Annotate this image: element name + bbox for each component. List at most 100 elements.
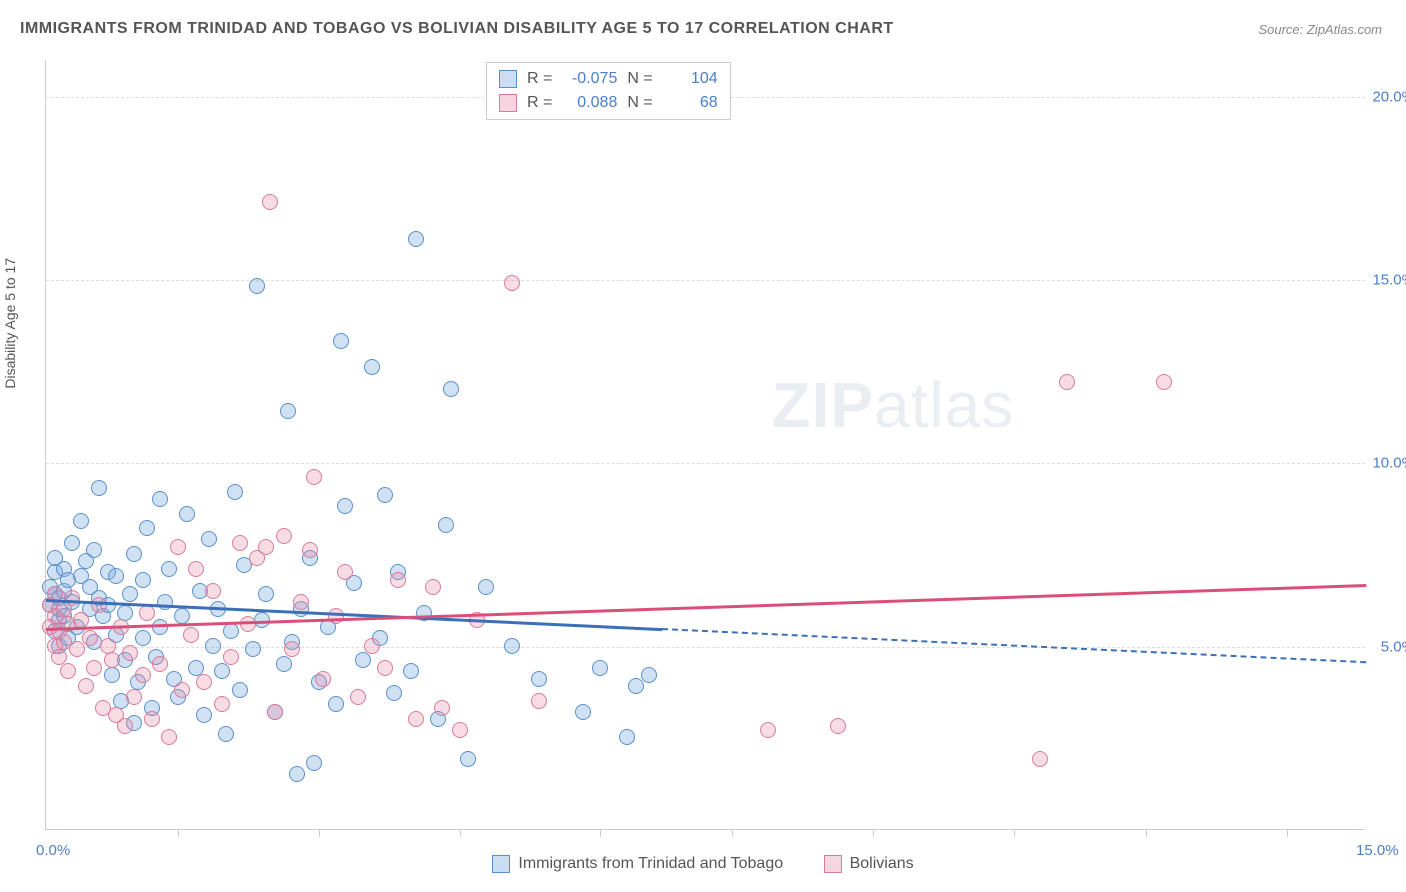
swatch-series-1	[824, 855, 842, 873]
scatter-point	[122, 586, 138, 602]
scatter-point	[425, 579, 441, 595]
legend-stats-row: R = 0.088 N = 68	[499, 91, 718, 115]
watermark-thin: atlas	[874, 369, 1014, 441]
scatter-point	[227, 484, 243, 500]
scatter-point	[196, 674, 212, 690]
scatter-point	[280, 403, 296, 419]
scatter-point	[117, 718, 133, 734]
scatter-point	[78, 678, 94, 694]
scatter-point	[64, 590, 80, 606]
scatter-point	[174, 608, 190, 624]
scatter-point	[628, 678, 644, 694]
scatter-point	[390, 572, 406, 588]
r-label: R =	[527, 91, 552, 115]
scatter-point	[135, 667, 151, 683]
scatter-point	[232, 535, 248, 551]
legend-label-1: Bolivians	[850, 855, 914, 873]
scatter-point	[108, 568, 124, 584]
scatter-point	[276, 528, 292, 544]
chart-title: IMMIGRANTS FROM TRINIDAD AND TOBAGO VS B…	[20, 20, 894, 38]
scatter-point	[355, 652, 371, 668]
scatter-point	[139, 605, 155, 621]
y-tick-label: 20.0%	[1372, 88, 1406, 105]
scatter-point	[188, 660, 204, 676]
watermark: ZIPatlas	[771, 368, 1014, 442]
scatter-point	[73, 612, 89, 628]
swatch-series-0	[492, 855, 510, 873]
scatter-point	[408, 231, 424, 247]
scatter-point	[289, 766, 305, 782]
scatter-point	[183, 627, 199, 643]
x-tick	[178, 829, 179, 837]
scatter-point	[408, 711, 424, 727]
scatter-point	[262, 194, 278, 210]
scatter-point	[306, 469, 322, 485]
scatter-point	[201, 531, 217, 547]
scatter-point	[144, 711, 160, 727]
n-value-1: 68	[663, 91, 718, 115]
scatter-point	[350, 689, 366, 705]
scatter-point	[364, 638, 380, 654]
scatter-point	[306, 755, 322, 771]
scatter-point	[531, 693, 547, 709]
x-tick	[600, 829, 601, 837]
x-tick	[319, 829, 320, 837]
scatter-point	[377, 660, 393, 676]
y-tick-label: 5.0%	[1381, 638, 1406, 655]
scatter-point	[337, 498, 353, 514]
scatter-point	[443, 381, 459, 397]
scatter-point	[69, 641, 85, 657]
scatter-point	[434, 700, 450, 716]
scatter-point	[328, 608, 344, 624]
scatter-point	[174, 682, 190, 698]
scatter-point	[64, 535, 80, 551]
scatter-point	[460, 751, 476, 767]
scatter-point	[364, 359, 380, 375]
scatter-point	[592, 660, 608, 676]
scatter-point	[315, 671, 331, 687]
scatter-point	[205, 583, 221, 599]
scatter-point	[152, 656, 168, 672]
scatter-point	[223, 623, 239, 639]
scatter-point	[214, 663, 230, 679]
scatter-point	[245, 641, 261, 657]
n-label: N =	[627, 67, 652, 91]
legend-item-0: Immigrants from Trinidad and Tobago	[492, 855, 783, 873]
scatter-point	[377, 487, 393, 503]
scatter-point	[51, 649, 67, 665]
scatter-point	[86, 542, 102, 558]
y-tick-label: 15.0%	[1372, 272, 1406, 289]
scatter-point	[760, 722, 776, 738]
x-tick	[1287, 829, 1288, 837]
y-axis-title: Disability Age 5 to 17	[2, 258, 18, 389]
scatter-point	[641, 667, 657, 683]
swatch-series-1	[499, 94, 517, 112]
scatter-point	[161, 729, 177, 745]
scatter-point	[504, 638, 520, 654]
scatter-point	[619, 729, 635, 745]
r-value-0: -0.075	[562, 67, 617, 91]
scatter-point	[196, 707, 212, 723]
chart-plot-area: ZIPatlas R = -0.075 N = 104 R = 0.088 N …	[45, 60, 1365, 830]
x-tick	[460, 829, 461, 837]
scatter-point	[214, 696, 230, 712]
scatter-point	[267, 704, 283, 720]
scatter-point	[249, 278, 265, 294]
scatter-point	[60, 663, 76, 679]
scatter-point	[258, 586, 274, 602]
scatter-point	[91, 480, 107, 496]
scatter-point	[337, 564, 353, 580]
scatter-point	[830, 718, 846, 734]
legend-stats-row: R = -0.075 N = 104	[499, 67, 718, 91]
n-value-0: 104	[663, 67, 718, 91]
scatter-point	[179, 506, 195, 522]
scatter-point	[82, 630, 98, 646]
scatter-point	[1059, 374, 1075, 390]
scatter-point	[218, 726, 234, 742]
gridline	[46, 280, 1365, 281]
scatter-point	[1156, 374, 1172, 390]
legend-label-0: Immigrants from Trinidad and Tobago	[518, 855, 783, 873]
scatter-point	[135, 572, 151, 588]
scatter-point	[73, 513, 89, 529]
scatter-point	[126, 689, 142, 705]
